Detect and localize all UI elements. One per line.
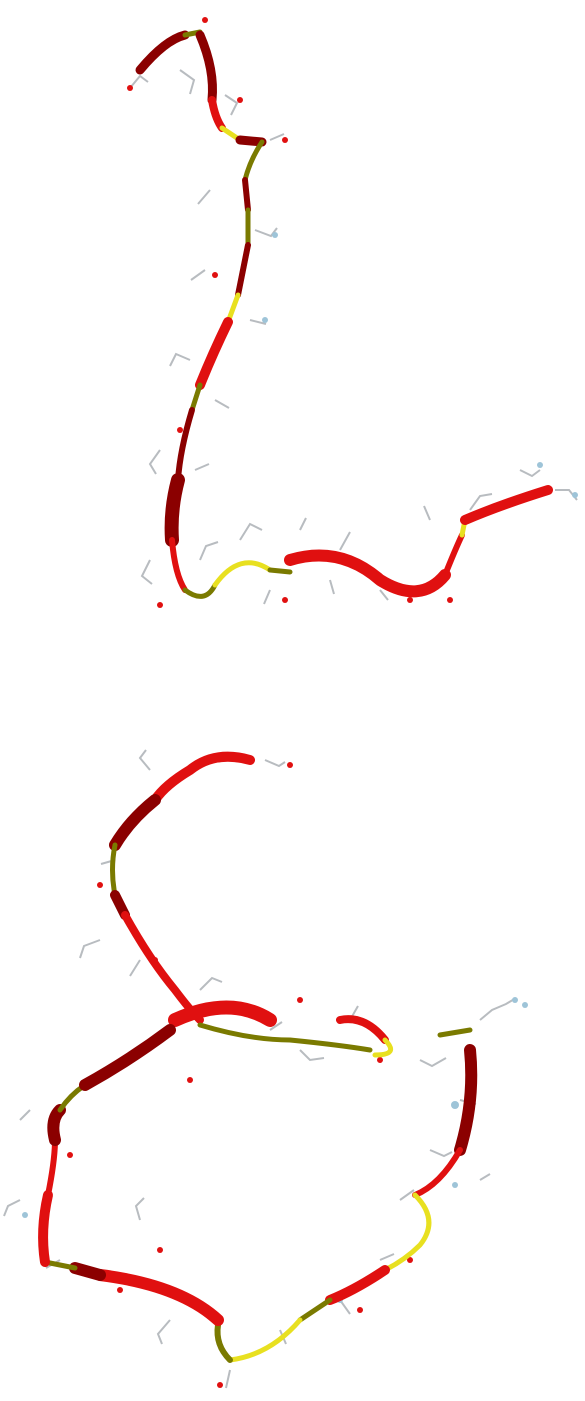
side-chains-upper <box>127 17 578 608</box>
ribbon-lower <box>43 757 471 1360</box>
ribbon-upper <box>140 32 548 596</box>
page <box>0 0 585 1401</box>
structure-view <box>0 0 585 1401</box>
side-chains-lower <box>4 750 528 1388</box>
